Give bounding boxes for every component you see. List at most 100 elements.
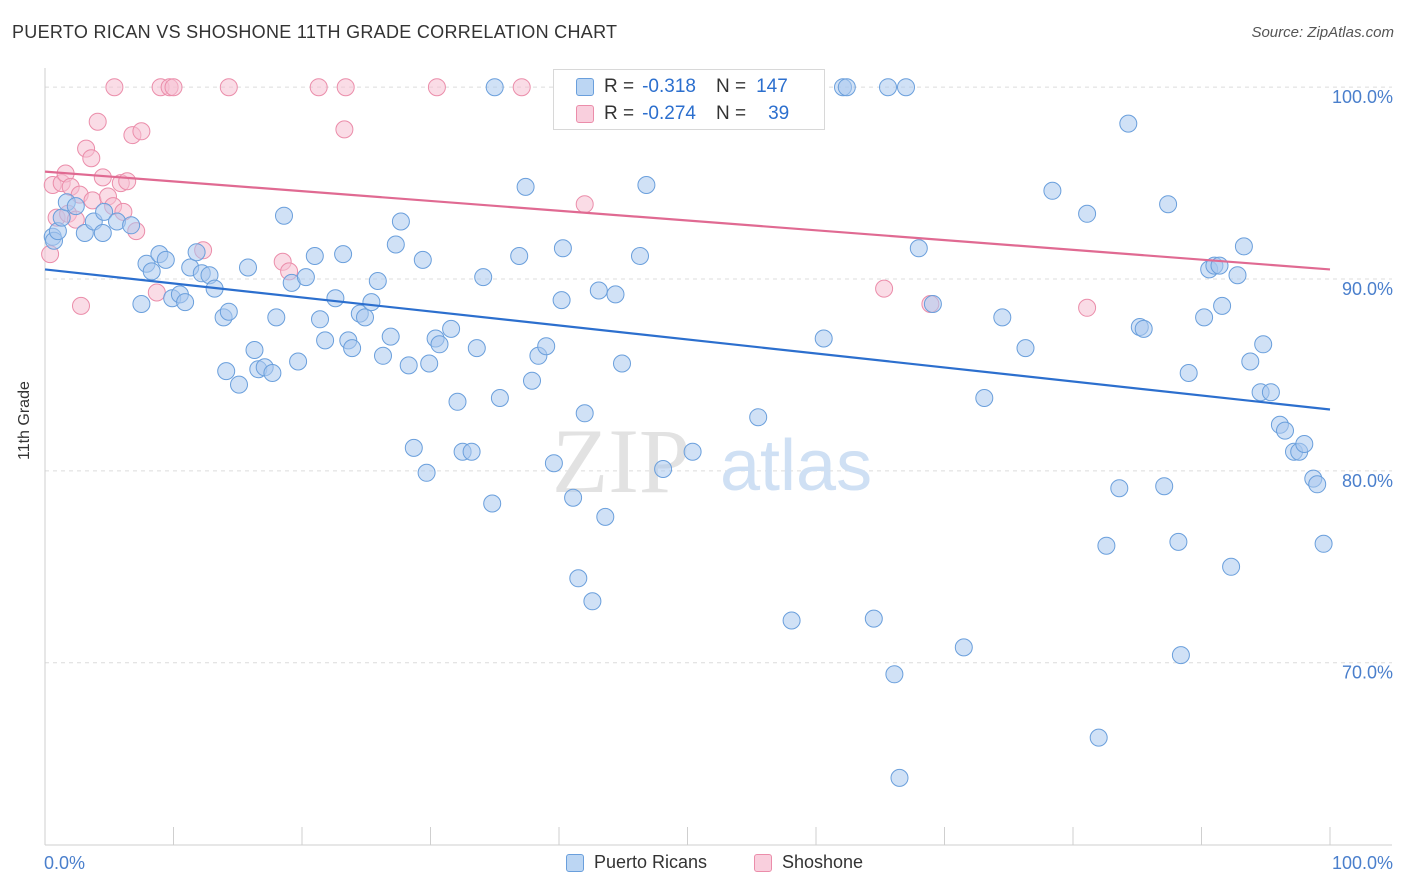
shoshone-point-27 [165, 79, 182, 96]
puerto-rican-point-38 [297, 269, 314, 286]
puerto-rican-point-102 [910, 240, 927, 257]
n-label: N = [716, 76, 746, 98]
puerto-rican-point-62 [449, 393, 466, 410]
stats-legend: R = -0.318 N = 147 R = -0.274 N = 39 [553, 69, 825, 130]
puerto-rican-point-134 [1277, 422, 1294, 439]
puerto-rican-point-94 [815, 330, 832, 347]
puerto-rican-point-71 [517, 178, 534, 195]
puerto-rican-point-26 [220, 303, 237, 320]
shoshone-swatch [576, 105, 594, 123]
puerto-rican-point-19 [177, 294, 194, 311]
puerto-rican-point-54 [400, 357, 417, 374]
y-tick-labels: 100.0%90.0%80.0%70.0% [1332, 87, 1393, 683]
puerto-rican-point-41 [317, 332, 334, 349]
puerto-rican-point-5 [67, 198, 84, 215]
puerto-rican-point-75 [545, 455, 562, 472]
puerto-rican-point-99 [886, 666, 903, 683]
watermark-atlas: atlas [720, 426, 872, 506]
stats-row-puerto-ricans: R = -0.318 N = 147 [576, 74, 788, 100]
puerto-rican-point-131 [1255, 336, 1272, 353]
scatter-plot: ZIP atlas 100.0%90.0%80.0%70.0% 0.0% 100.… [0, 0, 1406, 892]
puerto-rican-point-69 [491, 390, 508, 407]
puerto-rican-point-67 [484, 495, 501, 512]
puerto-rican-point-109 [1079, 205, 1096, 222]
puerto-rican-point-42 [327, 290, 344, 307]
puerto-rican-point-116 [1156, 478, 1173, 495]
n-value: 147 [756, 76, 788, 98]
y-tick-label-2: 80.0% [1342, 471, 1393, 491]
n-value: 39 [768, 103, 789, 125]
puerto-rican-point-29 [240, 259, 257, 276]
legend-label: Shoshone [782, 852, 863, 873]
puerto-rican-point-100 [891, 769, 908, 786]
puerto-rican-point-39 [306, 248, 323, 265]
shoshone-point-33 [336, 121, 353, 138]
legend-item-puerto-ricans[interactable]: Puerto Ricans [566, 852, 707, 873]
puerto-rican-point-12 [133, 296, 150, 313]
puerto-rican-point-34 [268, 309, 285, 326]
puerto-rican-point-137 [1296, 436, 1313, 453]
puerto-rican-point-81 [584, 593, 601, 610]
shoshone-point-36 [513, 79, 530, 96]
puerto-rican-point-79 [570, 570, 587, 587]
puerto-rican-point-43 [335, 246, 352, 263]
puerto-rican-point-118 [1170, 533, 1187, 550]
puerto-rican-point-112 [1111, 480, 1128, 497]
puerto-rican-point-45 [344, 340, 361, 357]
r-label: R = [604, 76, 634, 98]
puerto-rican-point-85 [614, 355, 631, 372]
puerto-rican-point-74 [538, 338, 555, 355]
puerto-rican-point-61 [443, 320, 460, 337]
puerto-rican-point-65 [468, 340, 485, 357]
bottom-legend: Puerto Ricans Shoshone [0, 852, 1406, 878]
puerto-rican-point-66 [475, 269, 492, 286]
legend-label: Puerto Ricans [594, 852, 707, 873]
puerto-rican-point-72 [524, 372, 541, 389]
puerto-rican-point-14 [143, 263, 160, 280]
y-tick-label-1: 90.0% [1342, 279, 1393, 299]
puerto-rican-point-55 [405, 439, 422, 456]
puerto-rican-point-33 [264, 365, 281, 382]
puerto-rican-point-83 [597, 508, 614, 525]
puerto-rican-point-125 [1214, 297, 1231, 314]
puerto-rican-point-50 [375, 347, 392, 364]
puerto-rican-point-106 [994, 309, 1011, 326]
axes [45, 68, 1392, 845]
puerto-rican-point-68 [486, 79, 503, 96]
puerto-rican-point-108 [1044, 182, 1061, 199]
puerto-rican-point-92 [750, 409, 767, 426]
puerto-rican-point-129 [1242, 353, 1259, 370]
r-label: R = [604, 103, 634, 125]
puerto-rican-point-49 [369, 273, 386, 290]
stats-row-shoshone: R = -0.274 N = 39 [576, 101, 789, 127]
puerto-rican-point-78 [565, 489, 582, 506]
puerto-rican-point-128 [1235, 238, 1252, 255]
shoshone-point-37 [576, 196, 593, 213]
puerto-rican-point-76 [553, 292, 570, 309]
shoshone-point-24 [148, 284, 165, 301]
puerto-rican-point-70 [511, 248, 528, 265]
puerto-rican-point-84 [607, 286, 624, 303]
puerto-rican-point-139 [1309, 476, 1326, 493]
puerto-rican-point-107 [1017, 340, 1034, 357]
puerto-rican-point-28 [231, 376, 248, 393]
puerto-rican-point-98 [880, 79, 897, 96]
puerto-rican-point-80 [576, 405, 593, 422]
puerto-rican-point-35 [276, 207, 293, 224]
y-tick-label-0: 100.0% [1332, 87, 1393, 107]
n-label: N = [716, 103, 746, 125]
legend-item-shoshone[interactable]: Shoshone [754, 852, 863, 873]
puerto-rican-point-111 [1098, 537, 1115, 554]
puerto-rican-point-60 [431, 336, 448, 353]
shoshone-legend-swatch [754, 854, 772, 872]
puerto-rican-point-87 [638, 177, 655, 194]
puerto-rican-point-127 [1229, 267, 1246, 284]
puerto-rican-point-86 [632, 248, 649, 265]
puerto-rican-point-40 [312, 311, 329, 328]
puerto-rican-point-96 [838, 79, 855, 96]
puerto-rican-point-30 [246, 342, 263, 359]
puerto-rican-point-89 [684, 443, 701, 460]
shoshone-point-23 [133, 123, 150, 140]
puerto-rican-point-52 [387, 236, 404, 253]
puerto-rican-point-51 [382, 328, 399, 345]
